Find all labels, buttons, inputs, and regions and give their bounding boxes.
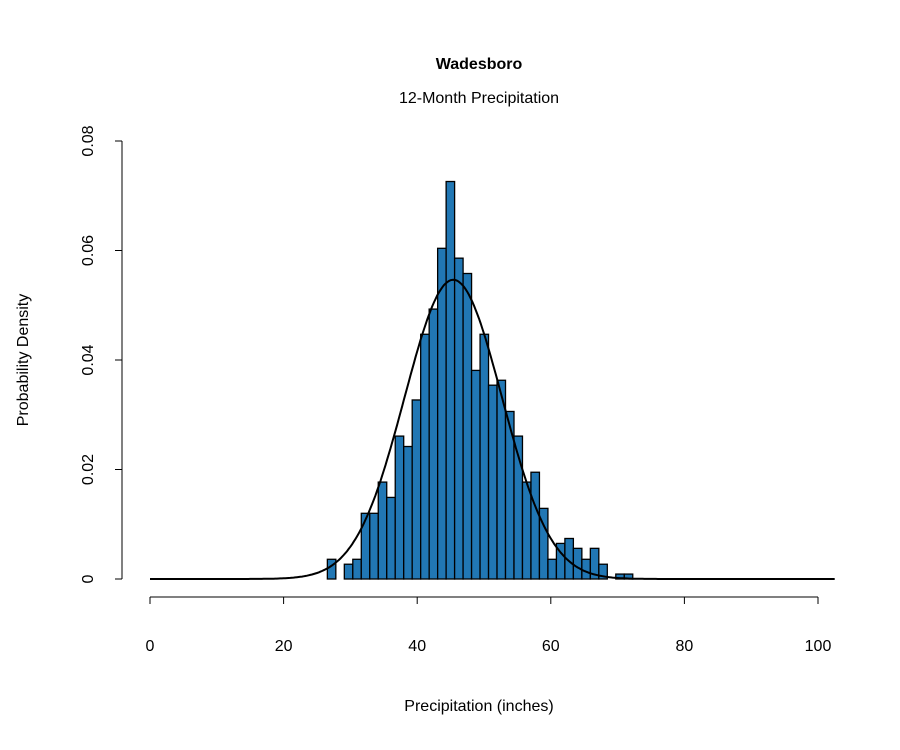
histogram-bar xyxy=(547,558,558,580)
histogram-bar xyxy=(369,512,379,580)
histogram-bar xyxy=(394,435,405,580)
histogram-bar xyxy=(496,379,507,580)
histogram-bar xyxy=(377,481,388,580)
y-tick-label: 0.06 xyxy=(80,235,97,266)
chart-title: Wadesboro xyxy=(436,56,523,73)
histogram-bar xyxy=(530,471,541,580)
chart-subtitle: 12-Month Precipitation xyxy=(399,90,559,107)
y-tick-label: 0.08 xyxy=(80,125,97,156)
histogram-bar xyxy=(386,496,396,580)
histogram-bar xyxy=(487,384,498,580)
x-tick-label: 60 xyxy=(542,638,560,655)
histogram-bar xyxy=(343,563,354,580)
x-tick-label: 40 xyxy=(408,638,426,655)
x-tick-label: 20 xyxy=(275,638,293,655)
histogram-bar xyxy=(581,558,591,580)
y-tick-label: 0.02 xyxy=(80,454,97,485)
histogram-bar xyxy=(403,445,413,580)
histogram-bar xyxy=(428,308,439,580)
x-axis-label: Precipitation (inches) xyxy=(404,698,553,715)
histogram-bar xyxy=(538,507,549,580)
x-tick-label: 0 xyxy=(146,638,155,655)
y-tick-label: 0.04 xyxy=(80,344,97,375)
bars-group xyxy=(326,180,634,580)
y-axis-label: Probability Density xyxy=(15,294,32,427)
histogram-bar xyxy=(462,272,473,580)
histogram-bar xyxy=(326,558,337,580)
x-tick-label: 80 xyxy=(676,638,694,655)
histogram-bar xyxy=(479,333,490,580)
histogram-bar xyxy=(360,512,371,580)
histogram-bar xyxy=(445,180,456,580)
histogram-bar xyxy=(470,369,481,580)
histogram-bar xyxy=(453,257,464,580)
normal-density-curve xyxy=(150,278,835,580)
histogram-bar xyxy=(521,481,532,580)
histogram-bar xyxy=(436,247,447,580)
histogram-bar xyxy=(411,399,422,580)
x-tick-label: 100 xyxy=(805,638,832,655)
y-tick-label: 0 xyxy=(80,574,97,583)
axes-group: 0 20 40 60 80 100 0 0.02 0.04 0.06 0.08 xyxy=(80,125,831,655)
histogram-bar xyxy=(598,563,608,580)
histogram-bar xyxy=(420,333,430,580)
histogram-bar xyxy=(572,547,583,580)
histogram-bar xyxy=(352,558,362,580)
